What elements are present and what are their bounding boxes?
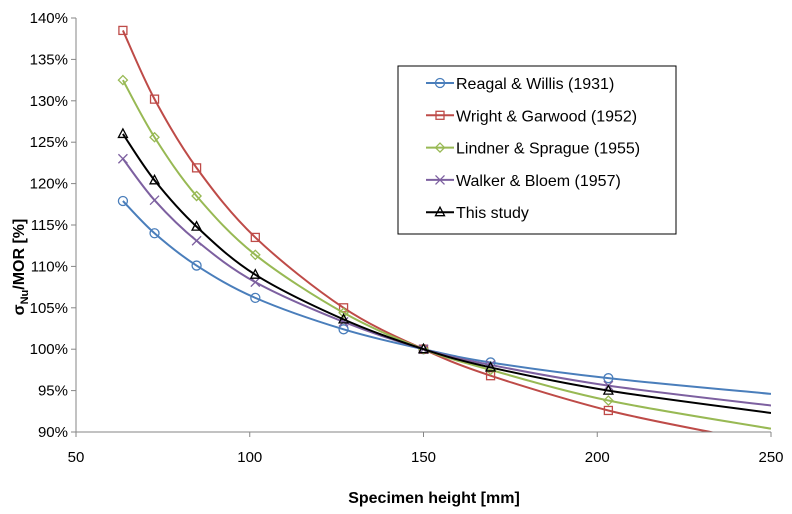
data-point [117,153,128,164]
y-axis-title-rest: /MOR [%] [11,219,28,290]
data-point [338,307,349,319]
data-point [117,195,129,207]
y-tick-label: 95% [38,383,68,400]
x-tick-label: 100 [237,449,262,466]
y-axis-title-sub: Nu [19,290,31,305]
data-point [149,131,160,143]
data-point [602,384,614,395]
y-tick-label: 125% [30,134,68,151]
data-point [191,235,202,246]
legend-marker [434,77,446,89]
legend-box [397,65,677,235]
data-point [191,163,202,173]
tick-labels: 90% 95% 100% 105% 110% 115% 120% 125% 130% 135% 14… [30,10,784,466]
legend-label: Wright & Garwood (1952) [456,108,637,125]
data-point [149,195,160,206]
data-point [191,190,203,202]
y-tick-label: 140% [30,10,68,27]
y-tick-label: 110% [31,258,68,275]
data-point [602,395,614,406]
data-point [250,232,260,243]
legend-marker [435,174,445,185]
data-point [250,277,261,288]
series-4 [117,127,771,414]
x-tick-label: 150 [411,449,436,466]
data-point [250,292,261,304]
data-point [485,371,496,381]
series-line [122,79,771,430]
data-point [417,342,430,354]
legend-label: This study [456,205,529,222]
y-tick-label: 100% [30,341,68,358]
y-axis-title: σNu/MOR [%] [11,219,31,316]
data-point [191,220,203,231]
y-tick-label: 90% [38,424,68,441]
legend-marker [434,205,446,217]
data-point [484,361,497,372]
y-tick-label: 105% [30,300,68,317]
y-tick-label: 115% [31,217,68,234]
y-axis-title-main: σ [11,304,28,315]
x-tick-label: 250 [758,449,783,466]
legend-label: Walker & Bloem (1957) [456,173,621,190]
legend-label: Reagal & Willis (1931) [456,76,614,93]
data-point [337,313,350,324]
data-point [117,74,129,86]
series-line [122,133,771,414]
data-point [249,268,261,279]
data-point [603,373,614,384]
x-axis-title: Specimen height [mm] [348,490,520,507]
y-tick-label: 130% [30,93,68,110]
y-tick-label: 135% [30,51,68,68]
legend: Reagal & Willis (1931) Wright & Garwood (… [397,65,677,235]
x-tick-label: 200 [585,449,610,466]
data-point [249,249,261,261]
data-point [117,127,129,139]
x-tick-label: 50 [68,449,85,466]
data-point [148,173,161,185]
data-point [191,260,202,271]
y-tick-label: 120% [30,176,68,193]
series-1 [118,25,716,432]
legend-marker [434,142,446,154]
data-point [149,94,160,104]
plot-area [117,25,771,432]
data-point [338,324,349,335]
series-line [122,200,771,395]
data-point [149,228,160,239]
data-point [118,25,128,36]
data-point [603,405,614,416]
legend-marker [435,110,445,120]
legend-label: Lindner & Sprague (1955) [456,141,640,158]
axes [71,17,772,437]
